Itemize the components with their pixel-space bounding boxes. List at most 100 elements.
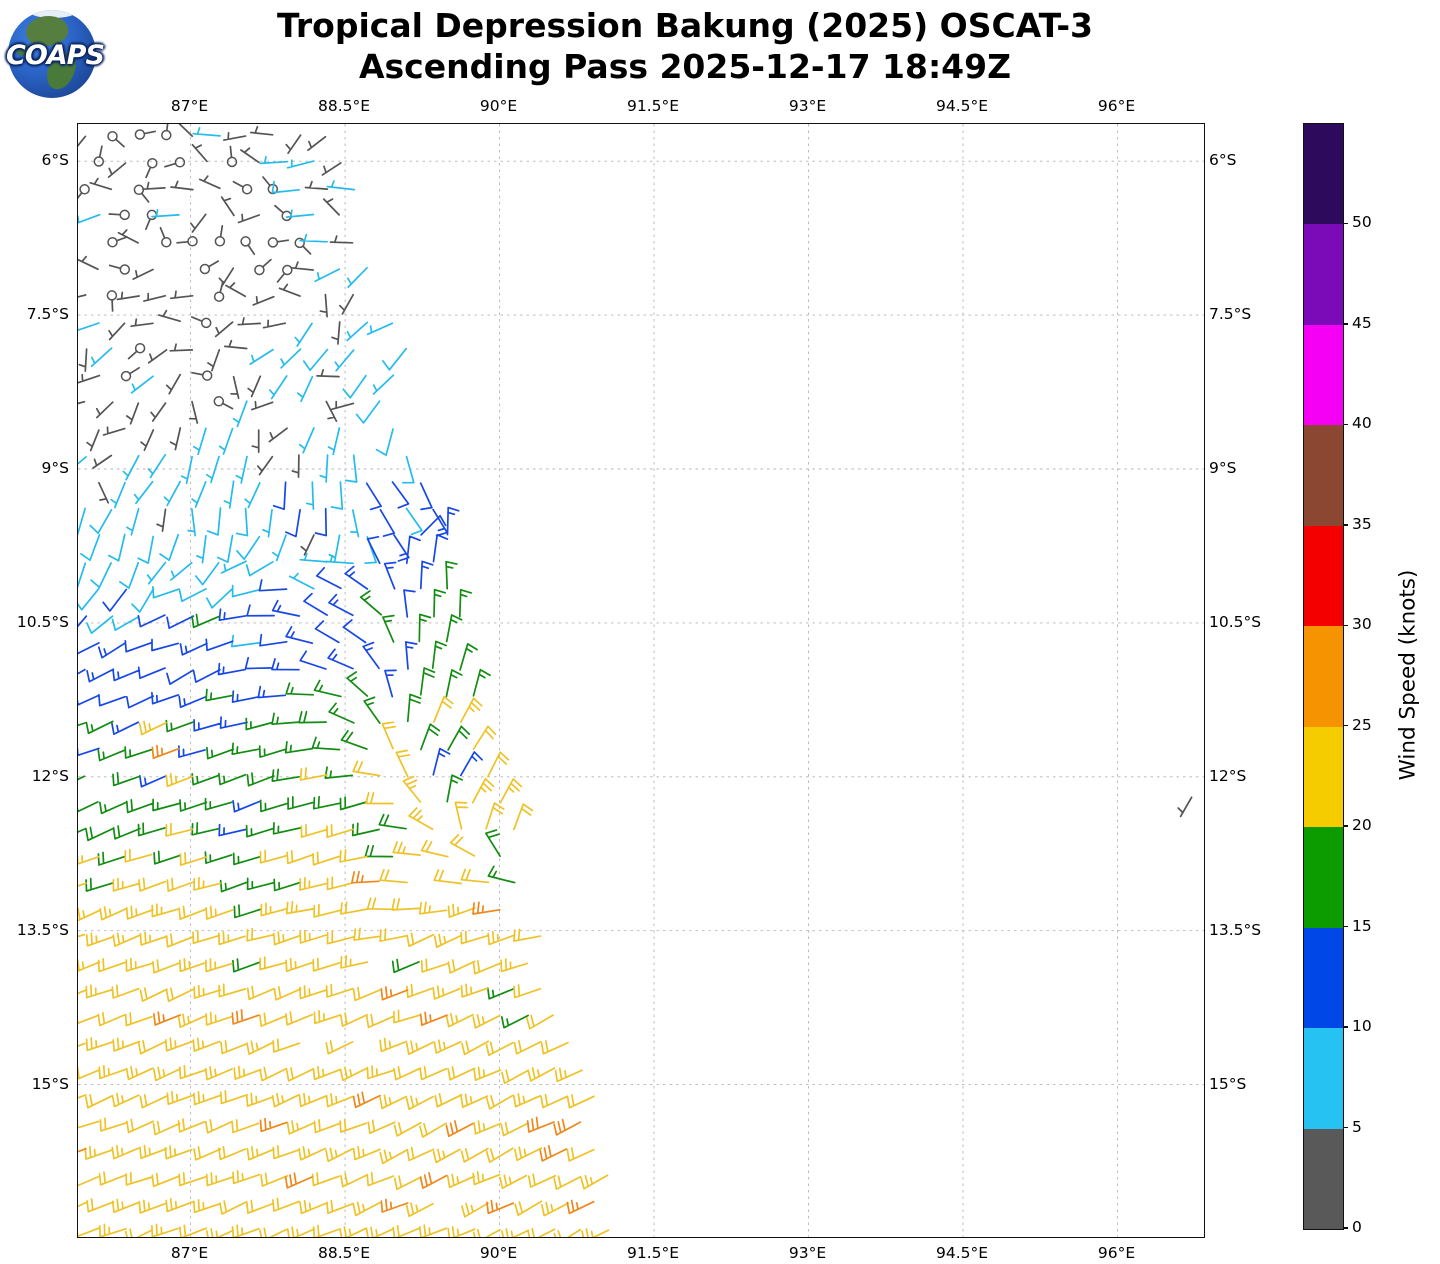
calm-wind-marker	[254, 264, 265, 276]
calm-wind-marker	[201, 370, 213, 381]
lat-tick-label-right: 6°S	[1209, 151, 1237, 170]
calm-wind-marker	[119, 264, 131, 275]
coaps-logo-text: COAPS	[6, 40, 105, 71]
colorbar-tick	[1343, 524, 1348, 526]
colorbar-segment-0-5	[1304, 1128, 1343, 1229]
colorbar-segment-15-20	[1304, 827, 1343, 928]
calm-wind-marker	[174, 157, 186, 168]
calm-wind-marker	[93, 156, 105, 167]
colorbar-segment-10-15	[1304, 927, 1343, 1029]
calm-wind-marker	[282, 264, 293, 276]
lat-tick-label-left: 10.5°S	[16, 612, 69, 631]
calm-wind-marker	[147, 157, 158, 169]
colorbar-segment-35-40	[1304, 425, 1343, 526]
lat-tick-label-left: 7.5°S	[26, 305, 69, 324]
colorbar-segment-25-30	[1304, 626, 1343, 727]
colorbar-segment-50-55	[1304, 124, 1343, 225]
calm-wind-marker	[161, 129, 172, 141]
colorbar-tick-label: 50	[1352, 213, 1372, 232]
wind-barb-field	[78, 124, 1204, 1237]
lon-tick-label-bottom: 91.5°E	[626, 1244, 680, 1262]
colorbar-tick	[1343, 1126, 1348, 1129]
lat-tick-label-right: 13.5°S	[1209, 920, 1262, 939]
colorbar	[1303, 123, 1344, 1230]
calm-wind-marker	[134, 342, 146, 354]
calm-wind-marker	[267, 237, 279, 248]
plot-subtitle: Ascending Pass 2025-12-17 18:49Z	[358, 47, 1012, 86]
lon-tick-label-top: 87°E	[170, 97, 209, 115]
colorbar-axis-label: Wind Speed (knots)	[1395, 569, 1421, 781]
colorbar-tick-label: 25	[1352, 715, 1372, 734]
colorbar-tick-label: 10	[1352, 1017, 1372, 1036]
wind-barbs-EFC227	[78, 695, 610, 1237]
coaps-logo: COAPS	[6, 6, 105, 100]
lat-tick-label-left: 9°S	[41, 459, 69, 477]
calm-wind-marker	[213, 396, 225, 407]
calm-wind-marker	[134, 129, 146, 140]
calm-wind-marker	[213, 291, 225, 302]
calm-wind-marker	[106, 290, 118, 301]
calm-wind-marker	[79, 184, 90, 195]
colorbar-segment-40-45	[1304, 324, 1343, 426]
wind-barbs-EE871C	[78, 744, 595, 1215]
calm-wind-marker	[187, 236, 198, 247]
lon-tick-label-top: 93°E	[788, 97, 827, 115]
colorbar-tick	[1343, 423, 1348, 426]
colorbar-tick-label: 15	[1352, 916, 1372, 935]
colorbar-segment-5-10	[1304, 1028, 1343, 1129]
title-block: Tropical Depression Bakung (2025) OSCAT-…	[150, 5, 1220, 87]
colorbar-tick-label: 45	[1352, 313, 1372, 332]
calm-wind-marker	[107, 236, 118, 248]
colorbar-segment-20-25	[1304, 726, 1343, 828]
lon-tick-label-bottom: 87°E	[170, 1244, 209, 1262]
colorbar-tick-label: 40	[1352, 414, 1372, 433]
colorbar-segment-30-35	[1304, 525, 1343, 627]
colorbar-tick	[1343, 323, 1348, 325]
colorbar-tick	[1343, 925, 1348, 928]
calm-wind-marker	[120, 370, 132, 382]
lat-tick-label-left: 13.5°S	[16, 920, 69, 939]
colorbar-tick	[1343, 222, 1348, 225]
colorbar-tick	[1343, 725, 1348, 727]
lat-tick-label-right: 7.5°S	[1209, 305, 1252, 324]
plot-title: Tropical Depression Bakung (2025) OSCAT-…	[277, 6, 1093, 45]
colorbar-tick	[1343, 1026, 1348, 1028]
lat-tick-label-right: 12°S	[1209, 766, 1247, 785]
lon-tick-label-bottom: 90°E	[479, 1244, 518, 1262]
lon-tick-label-top: 90°E	[479, 97, 518, 115]
calm-wind-marker	[267, 183, 279, 195]
calm-wind-marker	[226, 156, 238, 168]
wind-barbs-128C12	[78, 560, 529, 1029]
lon-tick-label-top: 94.5°E	[935, 97, 989, 115]
lat-tick-label-right: 10.5°S	[1209, 612, 1262, 631]
colorbar-tick-label: 0	[1352, 1218, 1362, 1236]
lat-tick-label-right: 15°S	[1209, 1074, 1247, 1093]
wind-barbs-545454	[78, 124, 1193, 818]
calm-wind-marker	[146, 209, 158, 221]
calm-wind-marker	[241, 183, 253, 195]
calm-wind-marker	[161, 236, 172, 248]
wind-barbs-1747E4	[78, 481, 483, 837]
lon-tick-label-bottom: 93°E	[788, 1244, 827, 1262]
calm-wind-marker	[240, 236, 251, 247]
lon-tick-label-bottom: 94.5°E	[935, 1244, 989, 1262]
calm-wind-marker	[214, 236, 226, 247]
colorbar-tick	[1343, 825, 1348, 827]
colorbar-tick	[1343, 624, 1348, 626]
calm-wind-marker	[199, 263, 211, 275]
colorbar-tick-label: 5	[1352, 1117, 1362, 1136]
calm-wind-marker	[294, 237, 305, 249]
colorbar-tick-label: 35	[1352, 514, 1372, 533]
lon-tick-label-bottom: 88.5°E	[318, 1244, 371, 1262]
wind-barbs-25BCEC	[78, 127, 423, 648]
colorbar-tick-label: 30	[1352, 615, 1372, 634]
lon-tick-label-top: 88.5°E	[318, 97, 371, 115]
globe-icon	[8, 10, 96, 98]
calm-wind-marker	[200, 317, 212, 329]
lon-tick-label-top: 96°E	[1097, 97, 1136, 115]
lon-tick-label-bottom: 96°E	[1097, 1244, 1136, 1262]
colorbar-segment-45-50	[1304, 224, 1343, 325]
map-plot-area	[77, 123, 1205, 1238]
calm-wind-marker	[119, 209, 130, 221]
